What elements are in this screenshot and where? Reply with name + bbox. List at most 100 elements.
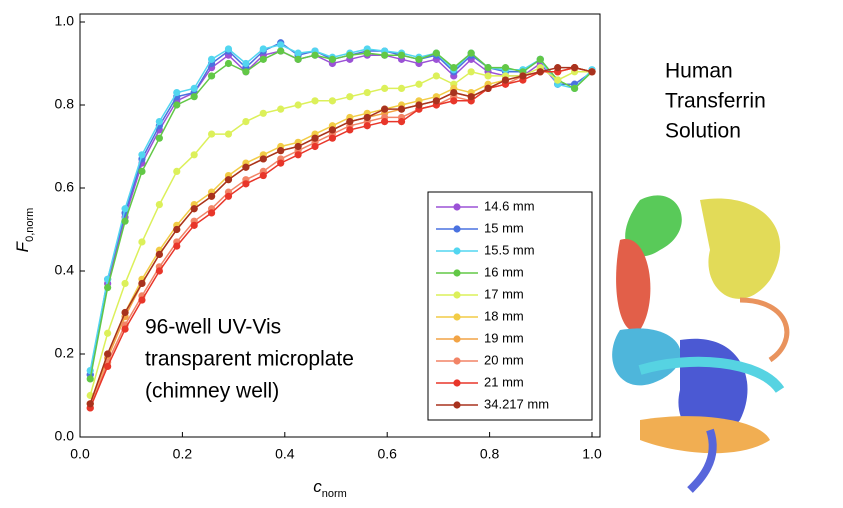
data-point — [570, 84, 579, 92]
data-point — [138, 167, 146, 175]
data-point — [173, 225, 181, 234]
data-point — [86, 400, 94, 408]
data-point — [294, 55, 302, 63]
legend-marker — [453, 313, 461, 321]
data-point — [311, 97, 319, 105]
data-point — [190, 205, 198, 213]
data-point — [259, 55, 267, 63]
legend-marker — [453, 379, 461, 387]
legend-label: 15.5 mm — [484, 242, 535, 257]
data-point — [138, 151, 146, 159]
data-point — [173, 101, 181, 109]
data-point — [415, 101, 423, 109]
data-point — [190, 151, 198, 159]
data-point — [242, 163, 250, 171]
data-point — [259, 171, 267, 180]
data-point — [138, 279, 146, 288]
annotation: Transferrin — [665, 90, 766, 113]
protein-domain — [616, 239, 651, 332]
data-point — [363, 49, 371, 57]
protein-domain — [700, 198, 781, 299]
annotation: transparent microplate — [145, 348, 354, 371]
data-point — [328, 134, 337, 142]
x-axis-label: cnorm — [313, 477, 347, 499]
data-point — [570, 64, 579, 72]
data-point — [173, 167, 181, 175]
x-label-main: c — [313, 477, 322, 496]
data-point — [450, 88, 458, 97]
y-tick-label: 0.8 — [55, 96, 75, 112]
data-point — [363, 122, 371, 130]
data-point — [346, 93, 354, 101]
data-point — [536, 55, 544, 63]
x-tick-label: 1.0 — [582, 446, 602, 462]
data-point — [224, 192, 233, 200]
protein-strand — [638, 356, 785, 394]
protein-helix — [687, 428, 717, 493]
data-point — [224, 130, 233, 138]
data-point — [501, 76, 510, 84]
y-tick-label: 0.6 — [55, 179, 75, 195]
data-point — [346, 51, 354, 59]
data-point — [138, 296, 146, 304]
data-point — [104, 350, 112, 358]
data-point — [207, 72, 216, 80]
data-point — [397, 105, 406, 113]
data-point — [484, 84, 492, 92]
data-point — [121, 217, 129, 225]
data-point — [397, 118, 406, 126]
data-point — [155, 267, 163, 275]
data-point — [484, 72, 492, 80]
data-point — [484, 64, 492, 72]
data-point — [363, 113, 371, 122]
data-point — [363, 88, 371, 97]
data-point — [277, 105, 285, 113]
data-point — [432, 72, 440, 80]
data-point — [190, 93, 198, 101]
data-point — [554, 64, 562, 72]
y-tick-label: 1.0 — [55, 13, 75, 29]
legend-marker — [453, 247, 461, 255]
data-point — [588, 68, 596, 76]
x-tick-label: 0.0 — [70, 446, 90, 462]
plot-frame — [79, 13, 601, 438]
legend-marker — [453, 357, 461, 365]
data-point — [381, 84, 389, 92]
data-point — [294, 151, 302, 159]
data-point — [415, 55, 423, 63]
legend-label: 17 mm — [484, 286, 524, 301]
protein-domain — [625, 195, 682, 257]
data-point — [467, 93, 475, 101]
legend-label: 18 mm — [484, 308, 524, 323]
data-point — [190, 84, 198, 92]
data-point — [311, 142, 319, 151]
data-point — [432, 97, 440, 105]
data-point — [224, 59, 233, 68]
data-point — [207, 55, 216, 63]
legend-marker — [453, 269, 461, 277]
legend-label: 21 mm — [484, 374, 524, 389]
data-point — [173, 88, 181, 97]
data-point — [121, 308, 129, 317]
data-point — [294, 49, 302, 57]
x-tick-label: 0.6 — [377, 446, 397, 462]
data-point — [397, 84, 406, 92]
data-point — [467, 49, 475, 57]
protein-domain — [640, 416, 770, 454]
data-point — [207, 209, 216, 217]
annotation: Solution — [665, 120, 741, 143]
data-point — [207, 130, 216, 138]
protein-domain — [612, 328, 681, 386]
y-tick-label: 0.4 — [55, 262, 75, 278]
data-point — [155, 134, 163, 142]
x-tick-label: 0.4 — [275, 446, 295, 462]
data-point — [432, 49, 440, 57]
data-point — [224, 45, 233, 53]
y-label-sub: 0,norm — [24, 208, 36, 242]
data-point — [155, 201, 163, 209]
data-point — [104, 329, 112, 337]
data-point — [415, 80, 423, 88]
legend-label: 34.217 mm — [484, 396, 549, 411]
legend-marker — [453, 291, 461, 299]
